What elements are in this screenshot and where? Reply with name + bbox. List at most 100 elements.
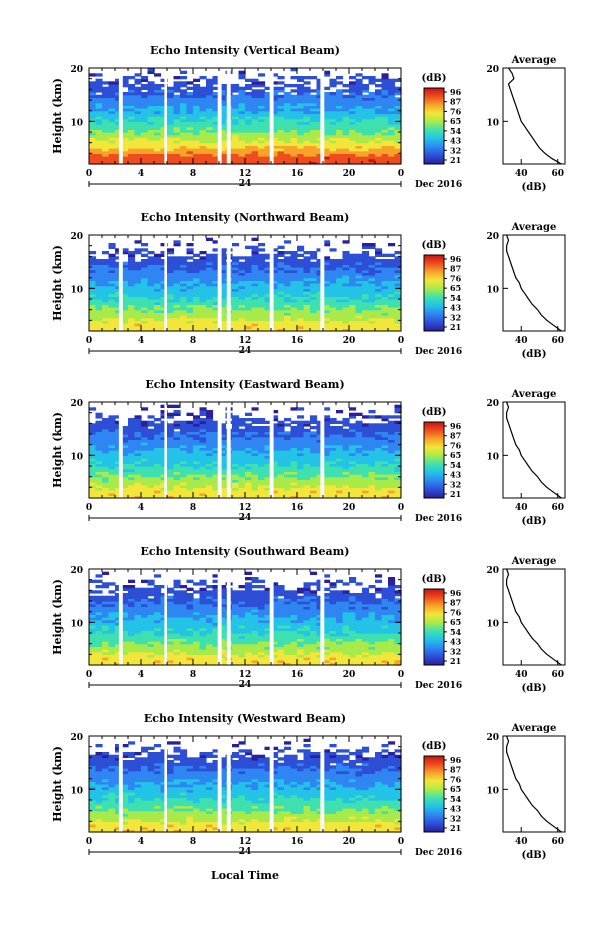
heatmap-cell [238, 145, 246, 149]
heatmap-cell [219, 86, 227, 90]
heatmap-cell [388, 291, 396, 295]
heatmap-cell [167, 474, 175, 478]
heatmap-cell [134, 468, 142, 472]
heatmap-cell [212, 156, 220, 160]
heatmap-cell [232, 84, 240, 88]
heatmap-cell [206, 657, 214, 661]
heatmap-cell [89, 463, 97, 467]
heatmap-cell [277, 86, 285, 90]
heatmap-cell [264, 315, 272, 319]
heatmap-cell [258, 243, 266, 247]
heatmap-cell [141, 420, 149, 424]
heatmap-cell [167, 102, 175, 106]
heatmap-cell [173, 659, 181, 663]
heatmap-cell [108, 261, 116, 265]
heatmap-cell [323, 420, 331, 424]
heatmap-cell [102, 156, 110, 160]
heatmap-cell [212, 662, 220, 666]
heatmap-cell [219, 436, 227, 440]
heatmap-cell [329, 315, 337, 319]
heatmap-cell [310, 484, 318, 488]
heatmap-cell [154, 452, 162, 456]
heatmap-cell [95, 434, 103, 438]
heatmap-cell [219, 126, 227, 130]
heatmap-cell [193, 293, 201, 297]
heatmap-cell [323, 471, 331, 475]
heatmap-cell [219, 272, 227, 276]
heatmap-cell [394, 156, 402, 160]
heatmap-cell [180, 283, 188, 287]
heatmap-cell [154, 444, 162, 448]
heatmap-cell [277, 259, 285, 263]
heatmap-cell [355, 142, 363, 146]
heatmap-cell [95, 328, 103, 332]
heatmap-cell [180, 487, 188, 491]
heatmap-cell [245, 113, 253, 117]
heatmap-cell [381, 484, 389, 488]
heatmap-cell [212, 654, 220, 658]
colorbar-tick-label: 43 [450, 303, 462, 313]
heatmap-cell [128, 137, 136, 141]
heatmap-cell [160, 126, 168, 130]
heatmap-cell [316, 118, 324, 122]
heatmap-cell [258, 150, 266, 154]
heatmap-cell [290, 259, 298, 263]
heatmap-cell [284, 659, 292, 663]
heatmap-cell [349, 468, 357, 472]
heatmap-cell [271, 156, 279, 160]
heatmap-cell [102, 651, 110, 655]
heatmap-cell [316, 124, 324, 128]
heatmap-cell [329, 264, 337, 268]
heatmap-cell [108, 654, 116, 658]
heatmap-cell [277, 280, 285, 284]
heatmap-cell [160, 78, 168, 82]
heatmap-cell [277, 97, 285, 101]
heatmap-cell [264, 659, 272, 663]
heatmap-cell [102, 460, 110, 464]
heatmap-cell [329, 124, 337, 128]
heatmap-cell [329, 248, 337, 252]
heatmap-cell [232, 105, 240, 109]
heatmap-cell [297, 447, 305, 451]
heatmap-cell [199, 92, 207, 96]
heatmap-cell [186, 137, 194, 141]
heatmap-cell [180, 121, 188, 125]
heatmap-cell [362, 283, 370, 287]
heatmap-cell [375, 444, 383, 448]
heatmap-cell [160, 275, 168, 279]
heatmap-cell [128, 428, 136, 432]
heatmap-cell [95, 317, 103, 321]
heatmap-cell [154, 662, 162, 666]
heatmap-cell [102, 309, 110, 313]
heatmap-cell [160, 423, 168, 427]
heatmap-cell [362, 291, 370, 295]
heatmap-cell [271, 100, 279, 104]
heatmap-cell [336, 460, 344, 464]
heatmap-cell [173, 142, 181, 146]
heatmap-cell [167, 662, 175, 666]
heatmap-cell [219, 423, 227, 427]
heatmap-cell [128, 84, 136, 88]
heatmap-cell [193, 261, 201, 265]
heatmap-cell [128, 108, 136, 112]
heatmap-cell [102, 662, 110, 666]
heatmap-cell [381, 137, 389, 141]
data-gap [269, 402, 274, 498]
heatmap-cell [238, 490, 246, 494]
data-gap [320, 402, 325, 498]
heatmap-cell [394, 153, 402, 157]
heatmap-cell [108, 495, 116, 499]
heatmap-cell [167, 309, 175, 313]
heatmap-cell [323, 474, 331, 478]
heatmap-cell [375, 156, 383, 160]
heatmap-cell [342, 468, 350, 472]
heatmap-cell [290, 253, 298, 257]
heatmap-cell [355, 293, 363, 297]
heatmap-cell [245, 156, 253, 160]
heatmap-cell [297, 259, 305, 263]
heatmap-cell [251, 116, 259, 120]
heatmap-cell [375, 315, 383, 319]
heatmap-cell [108, 415, 116, 419]
average-x-tick-label: 40 [515, 336, 528, 346]
heatmap-cell [212, 439, 220, 443]
